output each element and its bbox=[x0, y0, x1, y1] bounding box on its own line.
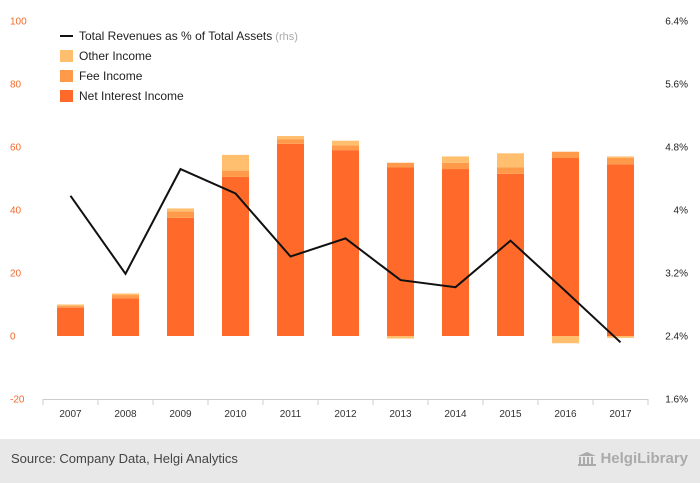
bar-segment bbox=[332, 145, 359, 151]
bar-segment bbox=[552, 158, 579, 336]
x-tick-label: 2008 bbox=[114, 409, 137, 420]
bar-segment bbox=[497, 167, 524, 174]
bar-segment bbox=[112, 295, 139, 299]
bar-segment bbox=[332, 140, 359, 146]
brand-logo: HelgiLibrary bbox=[578, 450, 688, 467]
y2-tick-label: 1.6% bbox=[665, 395, 688, 406]
bar-segment bbox=[277, 139, 304, 144]
bar-segment bbox=[607, 158, 634, 165]
legend-rhs-suffix: (rhs) bbox=[272, 31, 298, 43]
x-tick-label: 2013 bbox=[389, 409, 412, 420]
y-tick-label: 0 bbox=[10, 332, 16, 343]
bar-segment bbox=[167, 208, 194, 212]
y2-tick-label: 4.8% bbox=[665, 143, 688, 154]
legend: Total Revenues as % of Total Assets (rhs… bbox=[60, 29, 298, 103]
legend-label: Other Income bbox=[79, 49, 152, 63]
bar-segment bbox=[442, 156, 469, 163]
bar-segment bbox=[277, 143, 304, 336]
bar-segment bbox=[112, 298, 139, 336]
bar-segment bbox=[277, 135, 304, 140]
y-tick-label: 80 bbox=[10, 80, 22, 91]
x-tick-label: 2009 bbox=[169, 409, 192, 420]
footer: Source: Company Data, Helgi Analytics He… bbox=[0, 439, 700, 483]
bar-segment bbox=[57, 307, 84, 336]
bar-segment bbox=[607, 336, 634, 338]
revenue-line bbox=[69, 167, 622, 344]
y-tick-label: 100 bbox=[10, 17, 27, 28]
bars bbox=[57, 135, 634, 344]
x-tick-label: 2011 bbox=[280, 409, 302, 420]
building-icon bbox=[578, 452, 597, 467]
y-tick-label: 60 bbox=[10, 143, 22, 154]
x-tick-label: 2012 bbox=[334, 409, 357, 420]
legend-label: Fee Income bbox=[79, 69, 143, 83]
bar-segment bbox=[552, 336, 579, 344]
bar-segment bbox=[497, 153, 524, 168]
bar-segment bbox=[57, 306, 84, 308]
bar-segment bbox=[112, 293, 139, 296]
legend-label: Total Revenues as % of Total Assets (rhs… bbox=[79, 29, 298, 43]
bar-segment bbox=[552, 151, 579, 159]
bar-segment bbox=[607, 164, 634, 336]
x-tick-label: 2015 bbox=[499, 409, 522, 420]
bar-segment bbox=[222, 154, 249, 171]
bar-segment bbox=[387, 336, 414, 339]
axes: -20 0 20 40 60 80 100 1.6% 2.4% 3.2% 4% 4.8% 5.6% 6.4… bbox=[10, 17, 688, 421]
legend-label: Net Interest Income bbox=[79, 89, 184, 103]
bar-segment bbox=[167, 211, 194, 218]
y-tick-label: 20 bbox=[10, 269, 22, 280]
bar-segment bbox=[167, 217, 194, 336]
y2-tick-label: 5.6% bbox=[665, 80, 688, 91]
chart: -20 0 20 40 60 80 100 1.6% 2.4% 3.2% 4% 4.8% 5.6% 6.4… bbox=[10, 17, 688, 421]
brand-name: HelgiLibrary bbox=[600, 450, 688, 467]
x-tick-label: 2014 bbox=[444, 409, 467, 420]
x-tick-label: 2016 bbox=[554, 409, 577, 420]
x-tick-label: 2007 bbox=[59, 409, 82, 420]
bar-segment bbox=[222, 176, 249, 336]
bar-segment bbox=[497, 173, 524, 336]
bar-segment bbox=[332, 150, 359, 336]
legend-box-swatch bbox=[60, 90, 73, 102]
y2-tick-label: 2.4% bbox=[665, 332, 688, 343]
bar-segment bbox=[57, 304, 84, 307]
bar-segment bbox=[222, 170, 249, 177]
y2-tick-label: 6.4% bbox=[665, 17, 688, 28]
x-tick-label: 2010 bbox=[224, 409, 247, 420]
bar-segment bbox=[387, 162, 414, 168]
source-note: Source: Company Data, Helgi Analytics bbox=[11, 451, 238, 466]
y-tick-label: 40 bbox=[10, 206, 22, 217]
x-tick-label: 2017 bbox=[609, 409, 632, 420]
bar-segment bbox=[607, 156, 634, 159]
bar-segment bbox=[442, 169, 469, 336]
bar-segment bbox=[387, 167, 414, 336]
line-series bbox=[69, 167, 622, 344]
legend-box-swatch bbox=[60, 70, 73, 82]
legend-box-swatch bbox=[60, 50, 73, 62]
bar-segment bbox=[442, 162, 469, 170]
y-tick-label: -20 bbox=[10, 395, 25, 406]
y2-tick-label: 4% bbox=[674, 206, 689, 217]
y2-tick-label: 3.2% bbox=[665, 269, 688, 280]
